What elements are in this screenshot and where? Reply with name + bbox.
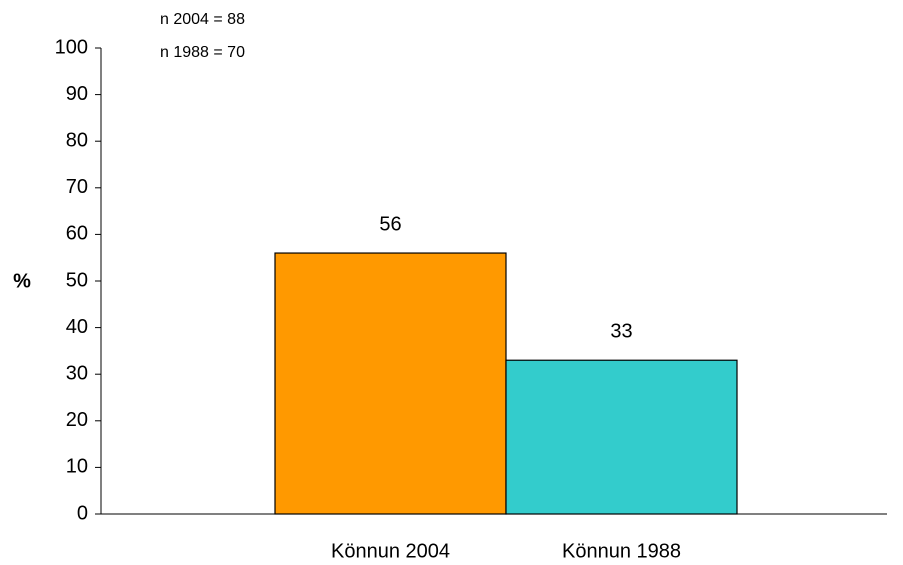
y-tick-label: 100 bbox=[55, 36, 88, 58]
y-tick-label: 40 bbox=[66, 316, 88, 338]
y-tick-label: 10 bbox=[66, 456, 88, 478]
y-tick-label: 60 bbox=[66, 223, 88, 245]
data-label: 56 bbox=[379, 213, 401, 235]
y-tick-label: 0 bbox=[77, 502, 88, 524]
x-tick-label: Könnun 2004 bbox=[331, 540, 450, 562]
y-tick-label: 90 bbox=[66, 83, 88, 105]
annotation: n 1988 = 70 bbox=[160, 44, 245, 61]
annotation: n 2004 = 88 bbox=[160, 11, 245, 28]
bar bbox=[505, 359, 738, 515]
y-tick-label: 20 bbox=[66, 409, 88, 431]
y-tick-label: 30 bbox=[66, 362, 88, 384]
bar bbox=[274, 252, 507, 515]
data-label: 33 bbox=[610, 321, 632, 343]
x-tick-label: Könnun 1988 bbox=[562, 540, 681, 562]
y-tick-label: 70 bbox=[66, 176, 88, 198]
y-tick-label: 50 bbox=[66, 269, 88, 291]
y-tick-label: 80 bbox=[66, 129, 88, 151]
y-axis-label: % bbox=[13, 270, 31, 292]
